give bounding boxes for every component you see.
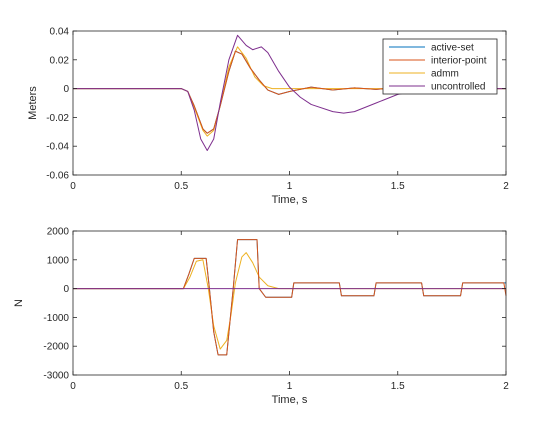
top-y-tick-label: 0.04 <box>50 27 70 38</box>
legend: active-set interior-point admm uncontrol… <box>382 38 498 95</box>
bottom-y-tick-label: 1000 <box>47 255 70 266</box>
top-y-tick-label: -0.04 <box>46 142 69 153</box>
bottom-axes-series-group <box>73 239 507 356</box>
legend-label-interior-point: interior-point <box>431 56 487 67</box>
top-x-axis-label: Time, s <box>272 194 308 206</box>
legend-label-admm: admm <box>431 69 459 80</box>
top-x-tick-label: 2 <box>503 181 509 192</box>
bottom-axes-background <box>73 231 506 375</box>
bottom-x-tick-label: 1 <box>287 381 293 392</box>
top-y-tick-label: -0.02 <box>46 113 69 124</box>
bottom-y-tick-label: 0 <box>63 284 69 295</box>
bottom-y-tick-label: -2000 <box>43 342 69 353</box>
legend-label-uncontrolled: uncontrolled <box>431 82 485 93</box>
bottom-x-tick-label: 0 <box>70 381 76 392</box>
legend-label-active-set: active-set <box>431 43 474 54</box>
top-y-tick-label: -0.06 <box>46 171 69 182</box>
top-x-tick-label: 0 <box>70 181 76 192</box>
bottom-x-tick-label: 0.5 <box>174 381 188 392</box>
bottom-x-tick-label: 2 <box>503 381 509 392</box>
top-x-tick-label: 1 <box>287 181 293 192</box>
bottom-axes: 0 0.5 1 1.5 2 2000 1000 0 -1000 -2000 -3000 Time, … <box>13 227 509 407</box>
top-axes: 0 0.5 1 1.5 2 0.04 0.02 0 -0.02 -0.04 -0.06 Time, … <box>27 27 509 207</box>
bottom-x-axis-label: Time, s <box>272 394 308 406</box>
bottom-y-tick-label: -3000 <box>43 371 69 382</box>
bottom-x-tick-label: 1.5 <box>391 381 405 392</box>
top-y-axis-label: Meters <box>27 86 39 120</box>
legend-box <box>382 38 498 95</box>
top-y-tick-label: 0 <box>63 84 69 95</box>
top-y-tick-label: 0.02 <box>50 55 70 66</box>
bottom-axes-ticks: 0 0.5 1 1.5 2 2000 1000 0 -1000 -2000 -3000 <box>43 227 509 393</box>
bottom-y-tick-label: -1000 <box>43 313 69 324</box>
top-x-tick-label: 1.5 <box>391 181 405 192</box>
top-axes-ticks: 0 0.5 1 1.5 2 0.04 0.02 0 -0.02 -0.04 -0.06 <box>46 27 509 193</box>
bottom-y-tick-label: 2000 <box>47 227 70 238</box>
bottom-series-interior-point <box>73 239 507 356</box>
top-x-tick-label: 0.5 <box>174 181 188 192</box>
bottom-y-axis-label: N <box>13 299 25 307</box>
